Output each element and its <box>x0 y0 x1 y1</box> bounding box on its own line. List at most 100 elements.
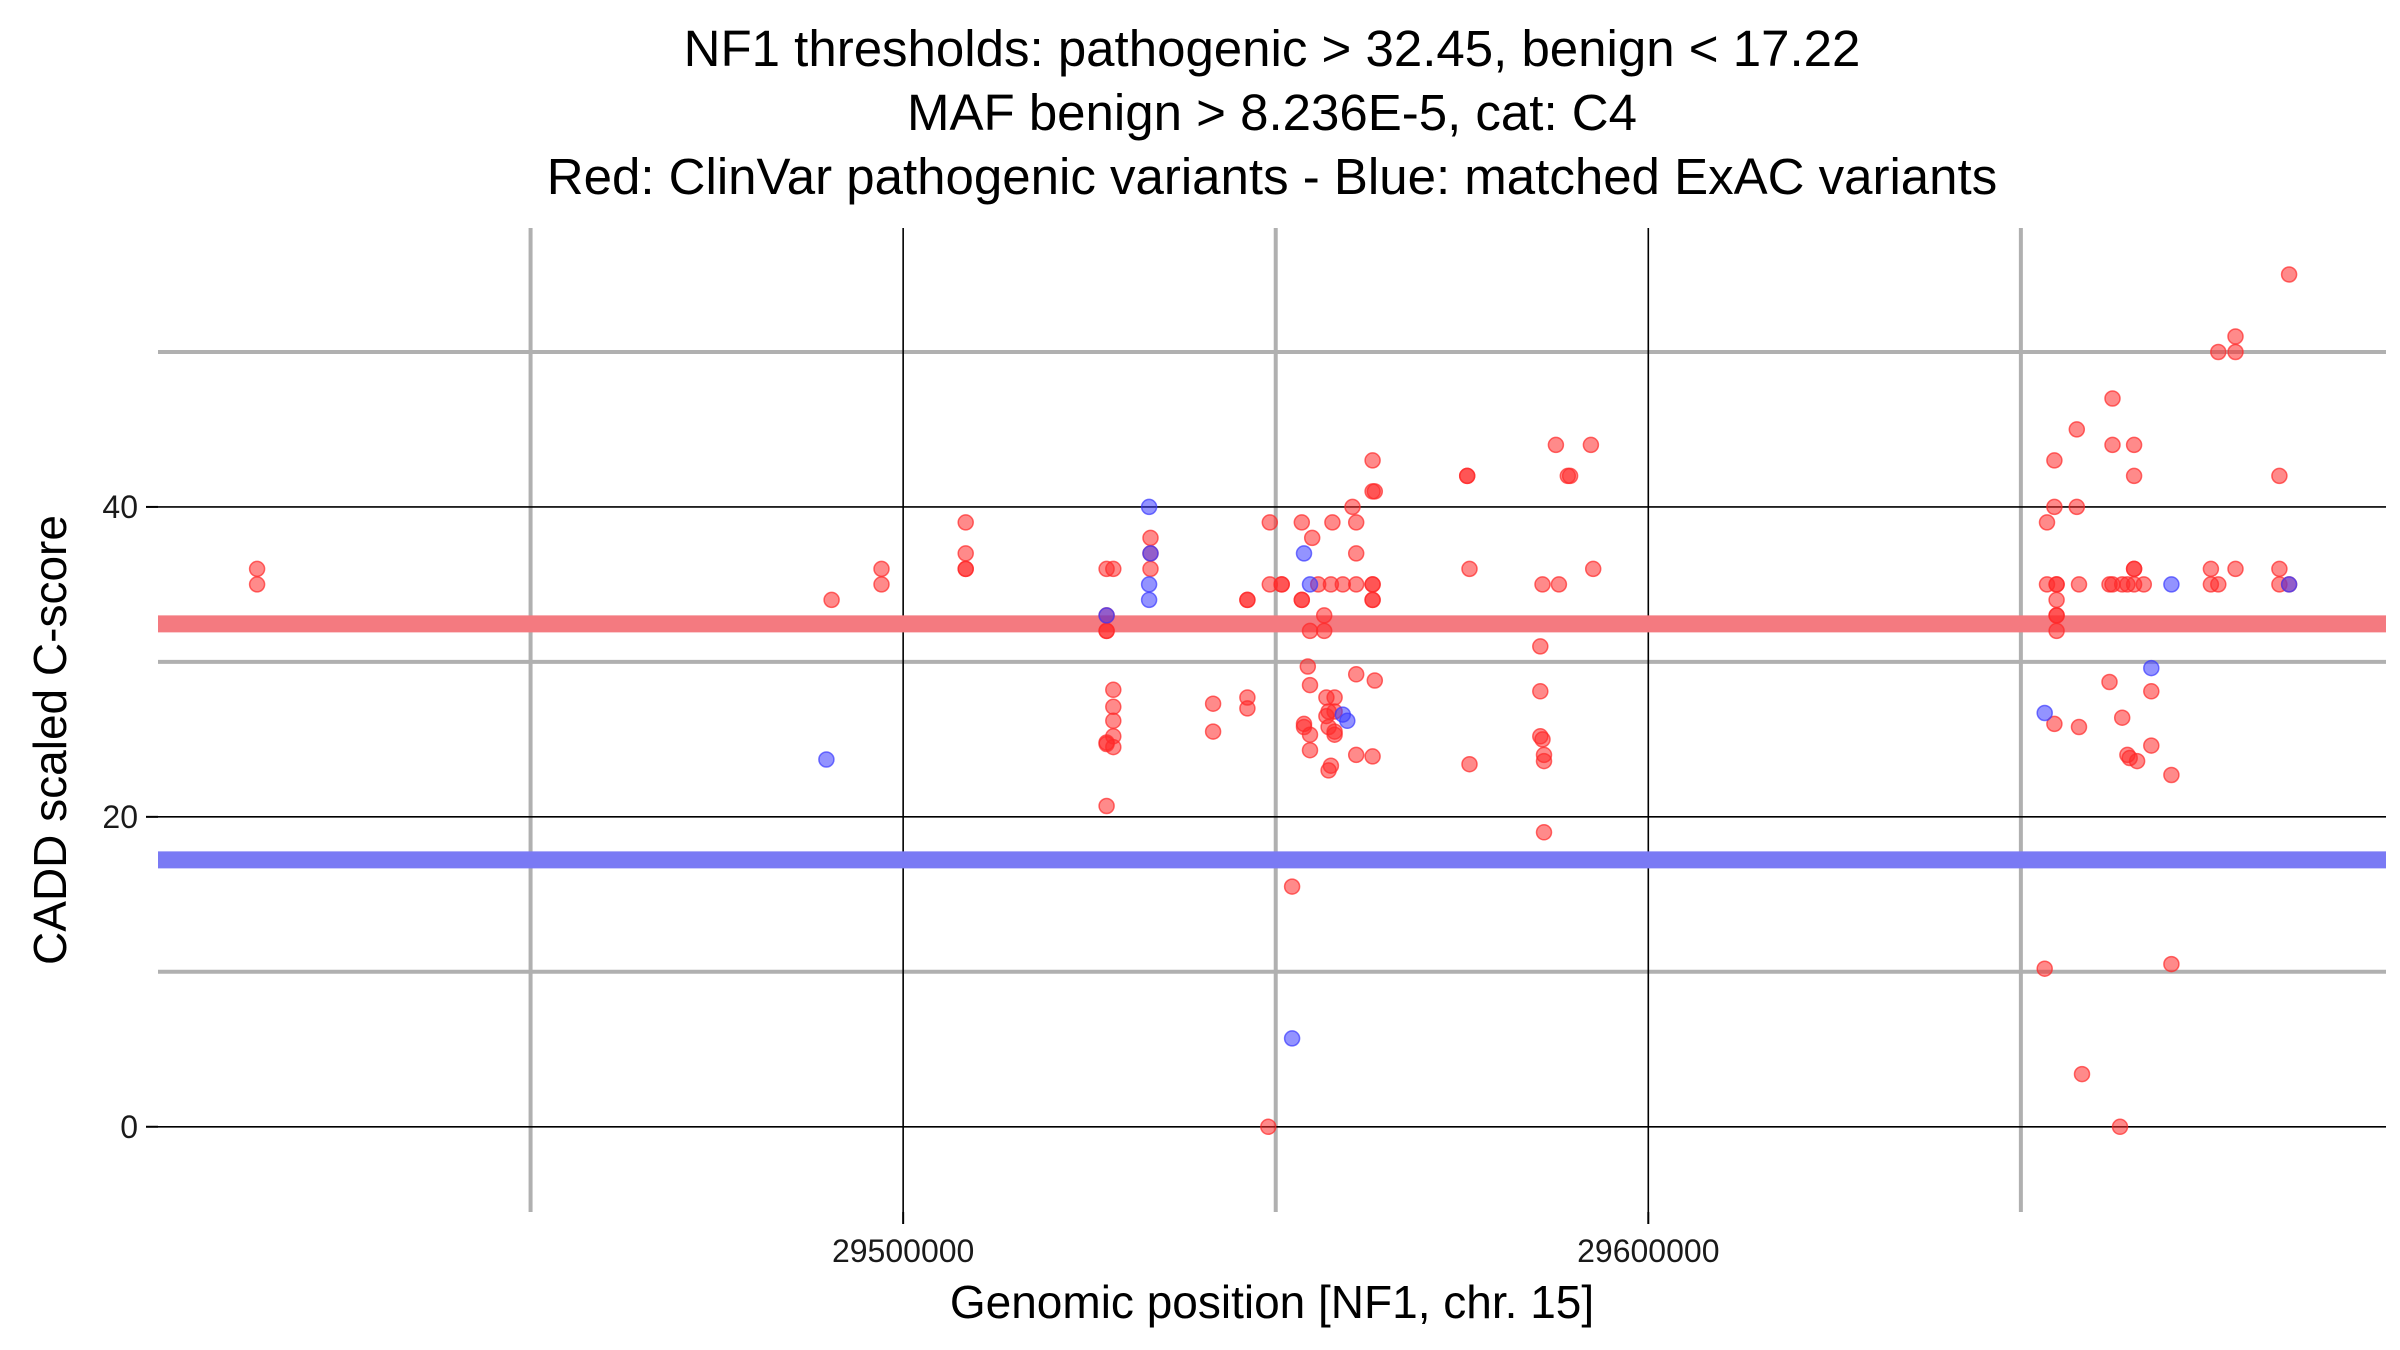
clinvar-point <box>2046 452 2063 469</box>
clinvar-point <box>1301 622 1319 640</box>
clinvar-point <box>1458 467 1476 485</box>
clinvar-point <box>2070 576 2088 593</box>
clinvar-point <box>2280 266 2298 283</box>
clinvar-point <box>1584 560 1602 578</box>
clinvar-point <box>2143 683 2160 700</box>
clinvar-point <box>2135 576 2153 593</box>
clinvar-point <box>1347 576 1365 593</box>
clinvar-point <box>1461 755 1478 773</box>
clinvar-point <box>2125 560 2143 578</box>
clinvar-point <box>1347 514 1365 531</box>
exac-point <box>2280 576 2298 593</box>
clinvar-point <box>1261 514 1279 531</box>
clinvar-point <box>1535 752 1553 770</box>
clinvar-point <box>1324 514 1341 531</box>
clinvar-point <box>2227 328 2244 345</box>
clinvar-point <box>2163 766 2180 784</box>
clinvar-point <box>1303 529 1321 547</box>
grid <box>158 228 2386 1212</box>
clinvar-point <box>2038 514 2056 531</box>
clinvar-point <box>2210 576 2227 593</box>
exac-point <box>1142 545 1159 562</box>
clinvar-point <box>1366 483 1384 500</box>
x-tick-label: 29500000 <box>832 1233 974 1269</box>
clinvar-point <box>957 514 974 531</box>
clinvar-point <box>248 576 266 593</box>
exac-point <box>1140 576 1158 593</box>
clinvar-point <box>1534 576 1551 593</box>
title-line-3: Red: ClinVar pathogenic variants - Blue:… <box>547 148 1997 205</box>
chart-title: NF1 thresholds: pathogenic > 32.45, beni… <box>547 20 1997 205</box>
clinvar-point <box>1301 741 1319 759</box>
clinvar-point <box>957 560 974 578</box>
clinvar-point <box>1293 591 1311 609</box>
data-points <box>248 266 2298 1136</box>
clinvar-point <box>1098 735 1115 753</box>
x-axis-title: Genomic position [NF1, chr. 15] <box>950 1276 1594 1328</box>
threshold-lines <box>158 615 2386 869</box>
clinvar-point <box>1532 683 1549 700</box>
clinvar-point <box>1105 698 1122 716</box>
exac-point <box>2036 704 2053 722</box>
clinvar-point <box>2046 498 2063 516</box>
clinvar-point <box>2101 673 2118 691</box>
exac-point <box>1295 545 1313 562</box>
clinvar-point <box>1322 757 1340 774</box>
clinvar-point <box>2048 607 2065 624</box>
clinvar-point <box>2036 960 2053 977</box>
y-axis-title: CADD scaled C-score <box>24 515 76 965</box>
clinvar-point <box>2073 1065 2091 1083</box>
clinvar-point <box>1347 746 1365 764</box>
clinvar-point <box>2125 467 2143 485</box>
y-tick-label: 0 <box>120 1109 138 1145</box>
exac-point <box>1301 576 1319 593</box>
clinvar-point <box>2046 715 2063 733</box>
clinvar-point <box>1301 726 1319 743</box>
exac-point <box>2143 659 2160 677</box>
exac-point <box>1339 712 1356 730</box>
exac-point <box>2163 576 2180 593</box>
clinvar-point <box>1547 436 1565 454</box>
clinvar-point <box>1347 545 1365 562</box>
clinvar-point <box>1260 1118 1277 1136</box>
clinvar-point <box>2271 560 2288 578</box>
x-tick-label: 29600000 <box>1577 1233 1719 1269</box>
clinvar-point <box>2163 955 2180 973</box>
clinvar-point <box>1326 689 1343 706</box>
clinvar-point <box>1461 560 1478 578</box>
clinvar-point <box>823 591 840 609</box>
clinvar-point <box>1239 591 1256 609</box>
clinvar-point <box>1561 467 1579 485</box>
clinvar-point <box>1582 436 1600 454</box>
clinvar-point <box>1299 658 1317 675</box>
clinvar-point <box>1347 666 1365 683</box>
clinvar-point <box>2111 1118 2129 1136</box>
clinvar-point <box>2048 622 2065 640</box>
title-line-2: MAF benign > 8.236E-5, cat: C4 <box>907 84 1637 141</box>
clinvar-point <box>1535 824 1553 841</box>
clinvar-point <box>1364 452 1381 469</box>
clinvar-point <box>873 576 890 593</box>
clinvar-point <box>1532 638 1549 655</box>
clinvar-point <box>2227 343 2244 361</box>
clinvar-point <box>1366 672 1384 689</box>
clinvar-point <box>2271 467 2288 485</box>
clinvar-point <box>2104 436 2121 454</box>
exac-point <box>1283 1030 1301 1047</box>
clinvar-point <box>1283 878 1301 895</box>
clinvar-point <box>248 560 266 578</box>
clinvar-point <box>1105 712 1122 730</box>
exac-point <box>1140 591 1158 609</box>
clinvar-point <box>1098 797 1115 815</box>
clinvar-point <box>2048 591 2065 609</box>
clinvar-point <box>1534 731 1551 748</box>
clinvar-point <box>2068 421 2086 438</box>
y-tick-label: 40 <box>102 489 138 525</box>
clinvar-point <box>2104 390 2121 407</box>
clinvar-point <box>1098 622 1115 640</box>
clinvar-point <box>1105 560 1122 578</box>
clinvar-point <box>2113 709 2131 726</box>
title-line-1: NF1 thresholds: pathogenic > 32.45, beni… <box>684 20 1861 77</box>
